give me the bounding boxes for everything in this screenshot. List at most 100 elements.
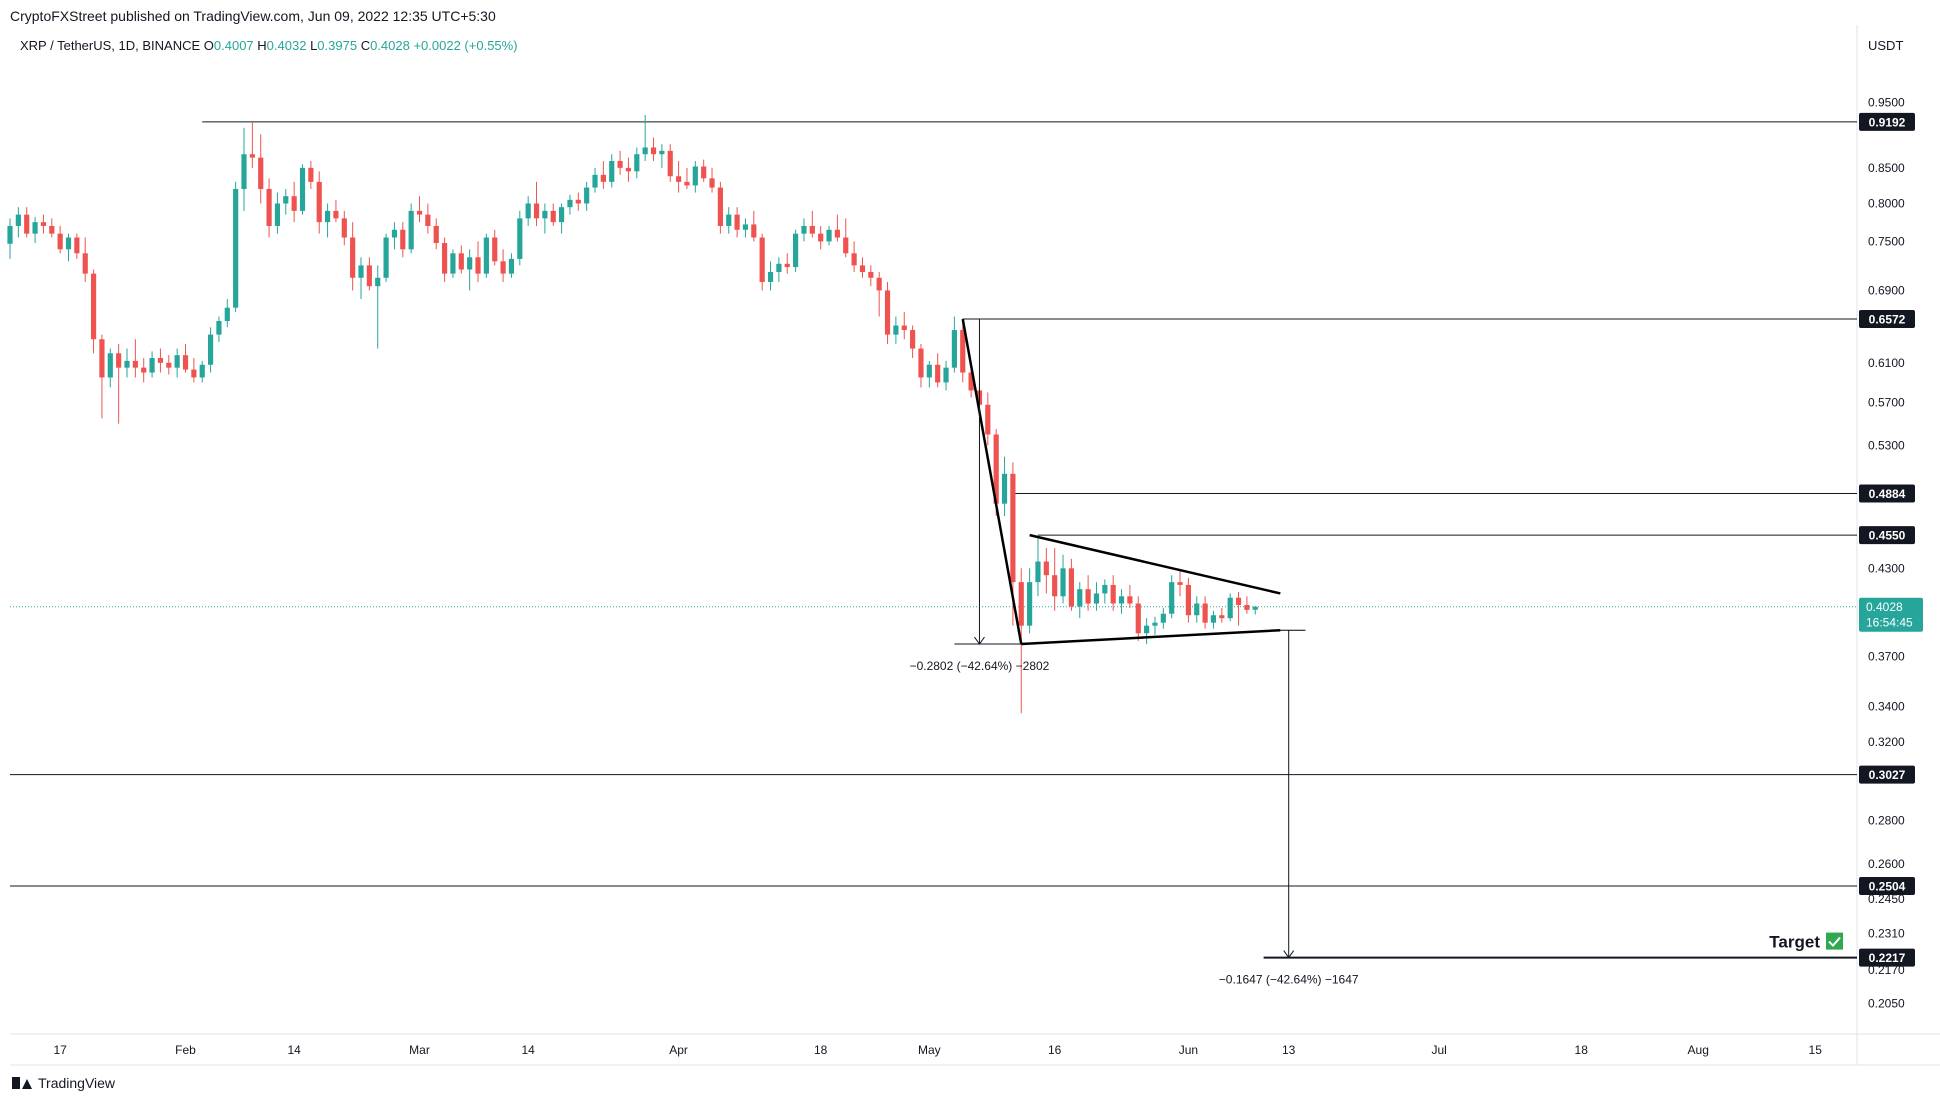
candle[interactable] — [441, 237, 448, 282]
candle[interactable] — [291, 181, 297, 223]
candle[interactable] — [1052, 548, 1058, 611]
candle[interactable] — [1135, 596, 1141, 641]
candle[interactable] — [1077, 582, 1083, 619]
candle[interactable] — [166, 355, 172, 375]
candle[interactable] — [659, 144, 665, 168]
candle[interactable] — [910, 325, 916, 359]
candle[interactable] — [65, 233, 72, 262]
candle[interactable] — [642, 115, 648, 161]
candle[interactable] — [1194, 596, 1200, 623]
candle[interactable] — [274, 192, 281, 234]
candle[interactable] — [383, 233, 389, 282]
candle[interactable] — [584, 181, 590, 211]
candle[interactable] — [742, 218, 749, 238]
candle[interactable] — [249, 122, 255, 168]
candle[interactable] — [559, 203, 565, 234]
candle[interactable] — [517, 210, 523, 266]
candle[interactable] — [1144, 618, 1150, 645]
candle[interactable] — [258, 134, 264, 204]
candle[interactable] — [341, 210, 347, 246]
candle[interactable] — [834, 214, 840, 242]
candle[interactable] — [157, 348, 164, 373]
candle[interactable] — [625, 157, 632, 182]
candle[interactable] — [1102, 579, 1108, 604]
candle[interactable] — [425, 203, 431, 234]
candle[interactable] — [174, 348, 180, 378]
candle[interactable] — [709, 167, 715, 193]
candle[interactable] — [1068, 558, 1074, 611]
triangle-upper-line[interactable] — [1029, 533, 1281, 595]
candle[interactable] — [1219, 607, 1225, 623]
candle[interactable] — [1235, 592, 1242, 626]
candle[interactable] — [1035, 535, 1041, 597]
candle[interactable] — [533, 181, 540, 226]
candle[interactable] — [701, 159, 707, 182]
candle[interactable] — [918, 343, 924, 388]
candle[interactable] — [199, 360, 205, 383]
candle[interactable] — [458, 245, 464, 274]
candle[interactable] — [1085, 575, 1091, 611]
candle[interactable] — [650, 137, 657, 161]
candle[interactable] — [776, 257, 782, 282]
candle[interactable] — [400, 222, 406, 258]
candle[interactable] — [1252, 606, 1258, 615]
candle[interactable] — [926, 360, 932, 388]
candle[interactable] — [684, 167, 690, 189]
candle[interactable] — [475, 241, 481, 282]
candle[interactable] — [868, 265, 874, 287]
triangle-lower-line[interactable] — [1021, 628, 1281, 646]
candle[interactable] — [851, 241, 857, 272]
candle[interactable] — [1110, 575, 1116, 611]
candle[interactable] — [901, 312, 907, 340]
flagpole-line[interactable] — [961, 318, 1023, 645]
candle[interactable] — [1043, 548, 1049, 594]
candle[interactable] — [241, 127, 247, 211]
candle[interactable] — [266, 178, 272, 238]
candle[interactable] — [1060, 554, 1066, 604]
candle[interactable] — [592, 167, 598, 193]
candle[interactable] — [818, 225, 824, 250]
candle[interactable] — [316, 171, 322, 234]
candle[interactable] — [375, 265, 381, 349]
candle[interactable] — [943, 360, 949, 391]
candle[interactable] — [667, 144, 673, 182]
candle[interactable] — [634, 147, 640, 179]
footer-brand[interactable]: TradingView — [12, 1075, 115, 1091]
candle[interactable] — [90, 269, 97, 354]
candle[interactable] — [550, 203, 556, 226]
candle[interactable] — [767, 261, 774, 291]
candle[interactable] — [884, 281, 891, 344]
candle[interactable] — [333, 199, 339, 223]
candle[interactable] — [1127, 584, 1133, 608]
candle[interactable] — [676, 160, 682, 193]
candle[interactable] — [350, 222, 356, 291]
candle[interactable] — [32, 216, 38, 243]
candle[interactable] — [283, 188, 289, 215]
candle[interactable] — [876, 271, 882, 317]
candle[interactable] — [7, 218, 13, 259]
candle[interactable] — [692, 160, 698, 193]
candle[interactable] — [358, 257, 364, 299]
candle[interactable] — [82, 237, 88, 282]
candle[interactable] — [1185, 577, 1191, 623]
candle[interactable] — [567, 194, 573, 215]
candle[interactable] — [525, 196, 531, 226]
candle[interactable] — [57, 225, 63, 254]
candle[interactable] — [408, 203, 414, 254]
candle[interactable] — [1001, 456, 1008, 517]
candle[interactable] — [74, 233, 80, 259]
candle[interactable] — [1210, 610, 1217, 629]
candle[interactable] — [366, 257, 372, 291]
candle[interactable] — [960, 319, 966, 383]
candle[interactable] — [1202, 596, 1208, 629]
candle[interactable] — [726, 207, 732, 234]
candle[interactable] — [450, 249, 456, 278]
candle[interactable] — [809, 210, 815, 238]
candle[interactable] — [467, 249, 473, 291]
candle[interactable] — [483, 233, 489, 278]
candle[interactable] — [575, 192, 581, 211]
candle[interactable] — [935, 353, 941, 388]
candle[interactable] — [1027, 568, 1033, 634]
candle[interactable] — [1118, 589, 1125, 614]
